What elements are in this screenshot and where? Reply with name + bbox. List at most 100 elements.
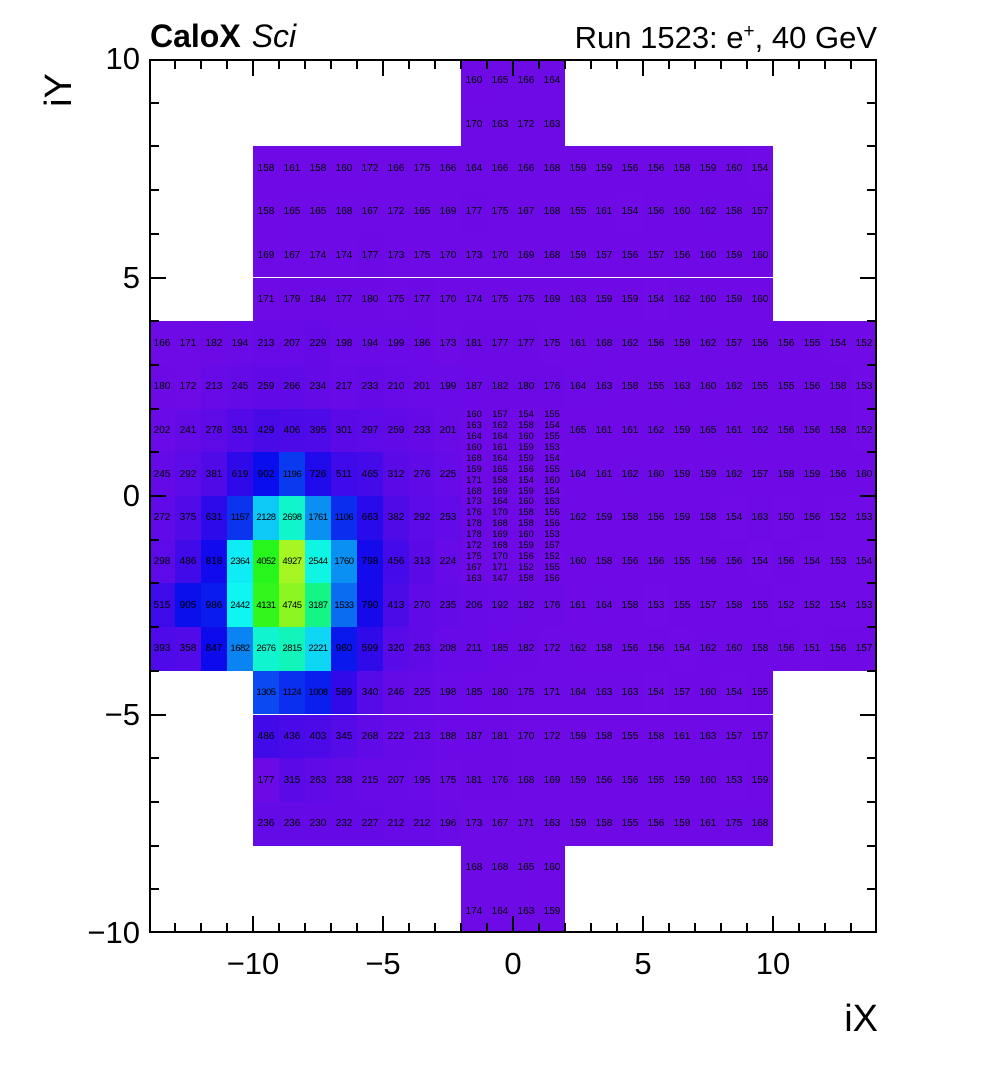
heatmap-cell: 345 <box>331 714 357 759</box>
heatmap-cell: 212 <box>409 801 435 846</box>
tick-mark <box>151 713 166 716</box>
heatmap-cell: 215 <box>357 758 383 802</box>
heatmap-cell: 155 <box>799 321 825 365</box>
heatmap-cell: 174 <box>305 233 331 278</box>
heatmap-cell: 213 <box>409 714 435 759</box>
heatmap-cell: 157 <box>487 408 513 420</box>
heatmap-cell: 486 <box>175 539 201 584</box>
heatmap-cell: 301 <box>331 408 357 453</box>
heatmap-cell: 159 <box>747 758 773 802</box>
heatmap-cell: 159 <box>565 233 591 278</box>
heatmap-cell: 165 <box>565 408 591 453</box>
heatmap-cell: 156 <box>643 190 669 234</box>
heatmap-cell: 177 <box>331 277 357 322</box>
heatmap-cell: 313 <box>409 539 435 584</box>
heatmap-cell: 156 <box>643 146 669 191</box>
heatmap-cell: 160 <box>513 430 539 442</box>
heatmap-cell: 155 <box>747 364 773 409</box>
heatmap-cell: 158 <box>513 506 539 518</box>
heatmap-cell: 159 <box>513 485 539 496</box>
tick-mark <box>824 61 826 69</box>
heatmap-cell: 599 <box>357 627 383 671</box>
heatmap-cell: 154 <box>617 190 643 234</box>
tick-mark <box>867 189 875 192</box>
heatmap-cell: 171 <box>175 321 201 365</box>
heatmap-cell: 160 <box>695 364 721 409</box>
heatmap-cell: 158 <box>591 539 617 584</box>
heatmap-cell: 162 <box>669 277 695 322</box>
heatmap-cell: 172 <box>539 627 565 671</box>
tick-mark <box>151 582 159 585</box>
heatmap-cell: 171 <box>461 474 487 486</box>
tick-mark <box>226 61 228 69</box>
tick-mark <box>434 61 436 69</box>
tick-mark <box>151 538 159 541</box>
heatmap-cell: 663 <box>357 496 383 540</box>
heatmap-cell: 156 <box>825 452 851 496</box>
tick-mark <box>200 923 202 931</box>
heatmap-cell: 217 <box>331 364 357 409</box>
heatmap-cell: 960 <box>331 627 357 671</box>
heatmap-cell: 173 <box>461 233 487 278</box>
heatmap-cell: 157 <box>747 714 773 759</box>
tick-mark <box>174 61 176 69</box>
tick-mark <box>867 145 875 148</box>
heatmap-cell: 176 <box>461 506 487 518</box>
heatmap-cell: 153 <box>721 758 747 802</box>
heatmap-cell: 164 <box>487 889 513 933</box>
heatmap-cell: 152 <box>851 321 877 365</box>
heatmap-cell: 158 <box>617 583 643 628</box>
heatmap-cell: 180 <box>487 670 513 715</box>
x-tick-label: 10 <box>755 946 791 981</box>
heatmap-cell: 194 <box>357 321 383 365</box>
heatmap-cell: 158 <box>591 627 617 671</box>
tick-mark <box>867 363 875 366</box>
heatmap-cell: 169 <box>513 233 539 278</box>
heatmap-cell: 2544 <box>305 539 331 584</box>
heatmap-cell: 153 <box>851 496 877 540</box>
heatmap-cell: 158 <box>747 627 773 671</box>
tick-mark <box>867 582 875 585</box>
run-title-suffix: , 40 GeV <box>754 20 877 55</box>
heatmap-cell: 157 <box>695 583 721 628</box>
heatmap-cell: 631 <box>201 496 227 540</box>
heatmap-cell: 156 <box>669 233 695 278</box>
heatmap-cell: 164 <box>487 496 513 507</box>
heatmap-cell: 185 <box>487 627 513 671</box>
tick-mark <box>798 923 800 931</box>
heatmap-cell: 158 <box>591 714 617 759</box>
heatmap-cell: 163 <box>565 277 591 322</box>
tick-mark <box>356 61 358 69</box>
heatmap-cell: 175 <box>539 321 565 365</box>
heatmap-cell: 164 <box>565 364 591 409</box>
heatmap-cell: 159 <box>721 233 747 278</box>
heatmap-cell: 154 <box>799 539 825 584</box>
heatmap-cell: 182 <box>487 364 513 409</box>
heatmap-cell: 155 <box>539 561 565 573</box>
heatmap-cell: 156 <box>539 506 565 518</box>
heatmap-cell: 173 <box>461 496 487 507</box>
heatmap-cell: 163 <box>591 364 617 409</box>
heatmap-cell: 511 <box>331 452 357 496</box>
heatmap-cell: 225 <box>409 670 435 715</box>
heatmap-cell: 156 <box>539 517 565 529</box>
heatmap-cell: 1106 <box>331 496 357 540</box>
tick-mark <box>824 923 826 931</box>
heatmap-cell: 155 <box>643 364 669 409</box>
heatmap-cell: 292 <box>409 496 435 540</box>
heatmap-cell: 194 <box>227 321 253 365</box>
heatmap-cell: 297 <box>357 408 383 453</box>
tick-mark <box>356 923 358 931</box>
heatmap-cell: 158 <box>825 408 851 453</box>
heatmap-cell: 160 <box>461 408 487 420</box>
heatmap-cell: 340 <box>357 670 383 715</box>
heatmap-cell: 163 <box>539 102 565 147</box>
heatmap-cell: 1305 <box>253 670 279 715</box>
heatmap-cell: 157 <box>669 670 695 715</box>
heatmap-cell: 178 <box>461 517 487 529</box>
heatmap-cell: 157 <box>539 539 565 551</box>
heatmap-cell: 176 <box>539 583 565 628</box>
tick-mark <box>151 451 159 454</box>
tick-mark <box>850 61 852 69</box>
heatmap-cell: 270 <box>409 583 435 628</box>
